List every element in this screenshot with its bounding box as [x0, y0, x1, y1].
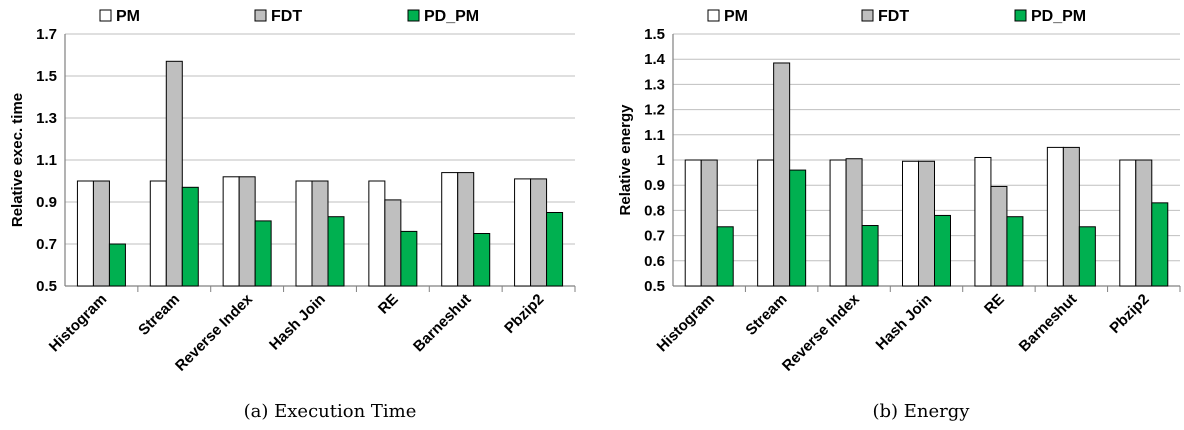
- bar-pm: [829, 159, 847, 287]
- y-tick-label: 0.7: [644, 228, 665, 245]
- bar-pm: [368, 180, 386, 287]
- legend-swatch: [861, 9, 874, 22]
- bar-pd-pm: [327, 216, 345, 287]
- chart-panel-b: 0.5 0.6 0.7 0.8 0.9 1 1.1 1.2 1.3 1.4 1.5 Relative …: [617, 8, 1181, 422]
- legend-swatch: [407, 9, 420, 22]
- bar-pd-pm: [400, 230, 418, 287]
- chart-caption: (a) Execution Time: [244, 401, 417, 422]
- bar-pd-pm: [1078, 226, 1096, 287]
- bar-fdt: [311, 180, 329, 287]
- legend-swatch: [254, 9, 267, 22]
- bar-pd-pm: [181, 186, 199, 287]
- legend-swatch: [707, 9, 720, 22]
- y-tick-label: 1.4: [644, 51, 666, 68]
- bar-pm: [974, 156, 992, 287]
- bar-fdt: [1062, 146, 1080, 287]
- legend-label: PM: [724, 8, 748, 25]
- y-tick-label: 1.3: [36, 110, 57, 127]
- bar-pd-pm: [1151, 202, 1169, 287]
- chart-caption: (b) Energy: [873, 401, 971, 422]
- bar-pm: [149, 180, 167, 287]
- bar-fdt: [238, 176, 256, 287]
- bar-pm: [757, 159, 775, 287]
- x-tick-label: Hash Join: [266, 291, 329, 354]
- legend-label: PD_PM: [424, 8, 479, 25]
- x-tick-label: Stream: [742, 291, 790, 339]
- bar-fdt: [845, 158, 863, 287]
- bar-pd-pm: [108, 243, 126, 287]
- y-tick-label: 1.1: [644, 127, 665, 144]
- x-tick-label: Reverse Index: [779, 290, 863, 374]
- bar-fdt: [530, 178, 548, 287]
- y-tick-label: 0.8: [644, 202, 665, 219]
- bar-pm: [441, 172, 459, 287]
- x-tick-label: Barneshut: [410, 291, 474, 355]
- legend-label: FDT: [878, 8, 909, 25]
- bar-pd-pm: [934, 214, 951, 287]
- bar-fdt: [1135, 159, 1153, 287]
- bar-fdt: [773, 62, 791, 287]
- x-tick-label: Histogram: [654, 291, 718, 355]
- bar-pm: [514, 178, 532, 287]
- y-tick-label: 0.5: [36, 278, 57, 295]
- bar-fdt: [700, 159, 718, 287]
- chart-panel-a: 0.5 0.7 0.9 1.1 1.3 1.5 1.7 Relative exec. time…: [9, 8, 576, 422]
- y-tick-label: 1.3: [644, 76, 665, 93]
- bar-fdt: [990, 185, 1008, 287]
- y-tick-label: 1.7: [36, 26, 57, 43]
- bar-pm: [295, 180, 313, 287]
- bar-pm: [684, 159, 702, 287]
- bar-pm: [1119, 159, 1137, 287]
- y-tick-label: 1.1: [36, 152, 57, 169]
- y-tick-label: 1.5: [644, 26, 665, 43]
- x-tick-label: RE: [981, 291, 1008, 318]
- bar-pm: [222, 176, 240, 287]
- y-tick-label: 0.7: [36, 236, 57, 253]
- x-tick-label: Pbzip2: [501, 291, 547, 337]
- y-tick-label: 0.9: [644, 177, 665, 194]
- x-tick-label: Reverse Index: [172, 290, 256, 374]
- legend-swatch: [99, 9, 112, 22]
- x-tick-label: RE: [375, 291, 402, 318]
- bar-pm: [1046, 146, 1064, 287]
- x-tick-label: Pbzip2: [1106, 291, 1152, 337]
- y-tick-label: 0.6: [644, 253, 665, 270]
- bar-pd-pm: [861, 225, 879, 287]
- bar-pd-pm: [1006, 216, 1024, 287]
- bar-fdt: [384, 199, 402, 287]
- bar-pd-pm: [254, 220, 272, 287]
- bar-pm: [902, 160, 919, 287]
- legend-label: PD_PM: [1031, 8, 1086, 25]
- x-tick-label: Stream: [135, 291, 183, 339]
- x-tick-label: Barneshut: [1016, 291, 1080, 355]
- bar-fdt: [918, 160, 935, 287]
- y-tick-label: 0.9: [36, 194, 57, 211]
- legend-label: PM: [116, 8, 140, 25]
- y-axis-label: Relative energy: [617, 104, 634, 216]
- bar-pd-pm: [473, 233, 491, 287]
- bar-pm: [76, 180, 94, 287]
- bar-pd-pm: [716, 226, 734, 287]
- bar-pd-pm: [546, 212, 564, 287]
- bar-fdt: [92, 180, 110, 287]
- y-tick-label: 1.2: [644, 102, 665, 119]
- bar-pd-pm: [789, 169, 807, 287]
- legend-swatch: [1014, 9, 1027, 22]
- y-tick-label: 1.5: [36, 68, 57, 85]
- y-tick-label: 0.5: [644, 278, 665, 295]
- x-tick-label: Hash Join: [873, 291, 936, 354]
- y-tick-label: 1: [657, 152, 665, 169]
- legend-label: FDT: [271, 8, 302, 25]
- y-axis-label: Relative exec. time: [9, 93, 26, 227]
- bar-fdt: [457, 172, 475, 287]
- bar-fdt: [165, 60, 183, 287]
- x-tick-label: Histogram: [46, 291, 110, 355]
